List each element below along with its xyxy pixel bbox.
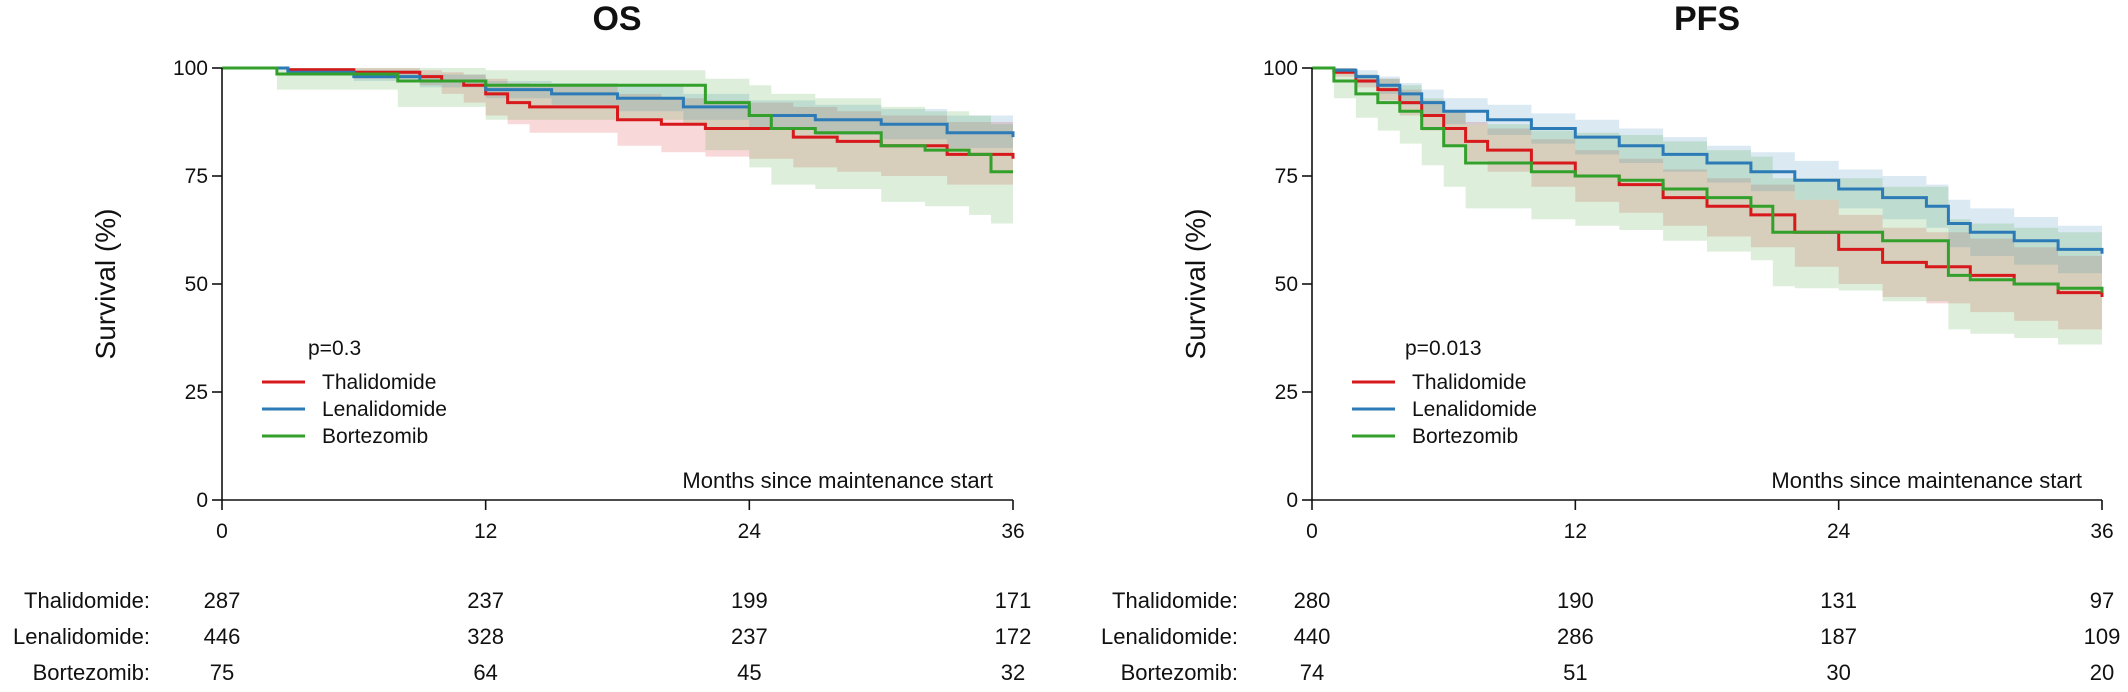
risk-count: 74 (1300, 660, 1324, 685)
chart-title: PFS (1674, 0, 1740, 38)
x-tick-label: 0 (216, 520, 228, 543)
risk-count: 199 (731, 588, 768, 613)
legend: Thalidomide Lenalidomide Bortezomib (262, 371, 447, 448)
y-tick-label: 0 (1286, 489, 1298, 512)
legend-label: Lenalidomide (322, 398, 447, 421)
risk-row-label: Lenalidomide: (13, 624, 150, 649)
risk-count: 328 (467, 624, 504, 649)
risk-count: 287 (204, 588, 241, 613)
survival-curve-thalidomide (222, 66, 1015, 159)
y-tick-label: 100 (1263, 57, 1298, 80)
risk-count: 446 (204, 624, 241, 649)
confidence-band-bortezomib (222, 68, 1013, 224)
risk-count: 190 (1557, 588, 1594, 613)
survival-curve-bortezomib (1312, 66, 2104, 293)
x-tick-label: 24 (738, 520, 762, 543)
x-tick-label: 12 (474, 520, 497, 543)
survival-curve-bortezomib (222, 66, 1013, 174)
p-value-annotation: p=0.3 (308, 337, 361, 360)
risk-table: Thalidomide: 287 237 199 171 Lenalidomide: 446… (13, 588, 1031, 685)
risk-count: 75 (210, 660, 234, 685)
risk-count: 64 (473, 660, 497, 685)
x-tick-label: 12 (1564, 520, 1587, 543)
risk-count: 172 (995, 624, 1032, 649)
risk-count: 51 (1563, 660, 1587, 685)
chart-panel-pfs: PFS 0 25 50 75 100 0 12 24 36 Survival (%) Months s… (1101, 0, 2120, 685)
y-tick-label: 100 (173, 57, 208, 80)
x-tick-label: 24 (1827, 520, 1851, 543)
legend-label: Thalidomide (1412, 371, 1526, 394)
legend-label: Bortezomib (322, 425, 428, 448)
risk-count: 109 (2084, 624, 2121, 649)
y-tick-label: 50 (1275, 273, 1298, 296)
x-tick-label: 36 (2090, 520, 2113, 543)
x-tick-label: 0 (1306, 520, 1318, 543)
legend-label: Lenalidomide (1412, 398, 1537, 421)
risk-count: 440 (1294, 624, 1331, 649)
legend-label: Bortezomib (1412, 425, 1518, 448)
risk-count: 237 (467, 588, 504, 613)
x-tick-label: 36 (1001, 520, 1024, 543)
chart-panel-os: OS 0 25 50 75 100 0 12 24 36 Survival (%) Months si… (13, 0, 1031, 685)
x-axis-label: Months since maintenance start (1771, 468, 2082, 493)
risk-count: 280 (1294, 588, 1331, 613)
risk-table: Thalidomide: 280 190 131 97 Lenalidomide: 440 2… (1101, 588, 2120, 685)
risk-count: 32 (1001, 660, 1025, 685)
risk-row-label: Thalidomide: (24, 588, 150, 613)
risk-count: 131 (1820, 588, 1857, 613)
y-tick-label: 50 (185, 273, 208, 296)
risk-row-label: Thalidomide: (1112, 588, 1238, 613)
y-tick-label: 75 (1275, 165, 1298, 188)
survival-curve-lenalidomide (222, 66, 1015, 138)
x-axis-label: Months since maintenance start (682, 468, 993, 493)
risk-row-label: Bortezomib: (33, 660, 150, 685)
p-value-annotation: p=0.013 (1405, 337, 1482, 360)
legend-label: Thalidomide (322, 371, 436, 394)
risk-count: 20 (2090, 660, 2114, 685)
chart-title: OS (592, 0, 641, 38)
confidence-band-thalidomide (222, 68, 1013, 189)
risk-count: 30 (1826, 660, 1850, 685)
risk-row-label: Bortezomib: (1121, 660, 1238, 685)
y-tick-label: 0 (196, 489, 208, 512)
y-axis-label: Survival (%) (90, 209, 121, 360)
risk-count: 97 (2090, 588, 2114, 613)
risk-count: 187 (1820, 624, 1857, 649)
y-axis-label: Survival (%) (1180, 209, 1211, 360)
y-tick-label: 25 (1275, 381, 1298, 404)
risk-count: 171 (995, 588, 1032, 613)
risk-row-label: Lenalidomide: (1101, 624, 1238, 649)
risk-count: 237 (731, 624, 768, 649)
survival-curve-lenalidomide (1312, 66, 2104, 254)
risk-count: 45 (737, 660, 761, 685)
risk-count: 286 (1557, 624, 1594, 649)
y-tick-label: 25 (185, 381, 208, 404)
y-tick-label: 75 (185, 165, 208, 188)
legend: Thalidomide Lenalidomide Bortezomib (1352, 371, 1537, 448)
confidence-band-bortezomib (1312, 68, 2102, 349)
